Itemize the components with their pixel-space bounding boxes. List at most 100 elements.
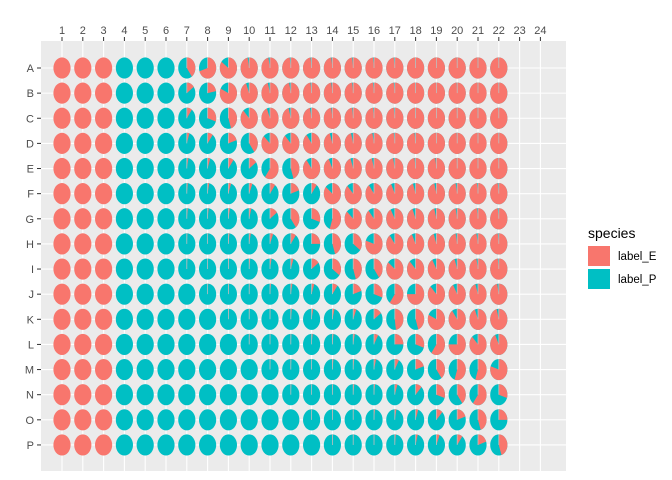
well-J12 <box>282 283 300 305</box>
slice-label-p <box>240 434 258 456</box>
slice-label-e <box>53 157 71 180</box>
well-F3 <box>95 183 113 205</box>
well-B9 <box>219 82 237 104</box>
slice-label-e <box>353 308 357 320</box>
well-F16 <box>365 183 383 205</box>
y-tick-label: L <box>28 339 34 351</box>
well-K2 <box>74 308 92 330</box>
well-I20 <box>448 258 466 280</box>
y-tick-label: N <box>26 390 34 402</box>
well-F18 <box>407 183 425 205</box>
slice-label-e <box>53 283 71 305</box>
slice-label-e <box>490 107 508 129</box>
well-D2 <box>74 132 92 154</box>
well-D20 <box>448 132 466 154</box>
well-F2 <box>74 183 92 205</box>
well-I15 <box>344 258 362 280</box>
slice-label-e <box>207 107 217 122</box>
x-tick-label: 3 <box>101 25 107 37</box>
well-B2 <box>74 82 92 104</box>
slice-label-e <box>457 434 463 445</box>
x-tick-label: 7 <box>184 25 190 37</box>
well-O12 <box>282 409 300 431</box>
well-F22 <box>490 183 508 205</box>
well-O20 <box>448 409 466 431</box>
well-E20 <box>448 157 466 180</box>
well-I2 <box>74 258 92 280</box>
slice-label-e <box>415 384 422 395</box>
slice-label-e <box>95 233 113 255</box>
well-D3 <box>95 132 113 154</box>
well-K11 <box>261 308 279 330</box>
well-B8 <box>199 82 217 104</box>
slice-label-e <box>374 358 377 370</box>
slice-label-e <box>374 333 379 345</box>
slice-label-e <box>74 434 92 456</box>
slice-label-p <box>136 208 154 230</box>
well-O4 <box>115 409 133 431</box>
slice-label-e <box>53 434 71 456</box>
slice-label-e <box>95 82 113 104</box>
slice-label-e <box>323 107 341 129</box>
slice-label-e <box>311 183 317 194</box>
well-C6 <box>157 107 175 129</box>
slice-label-e <box>95 384 113 406</box>
slice-label-p <box>261 434 279 456</box>
well-C12 <box>282 107 300 129</box>
well-I6 <box>157 258 175 280</box>
well-K20 <box>448 308 466 330</box>
slice-label-e <box>53 409 71 431</box>
well-P17 <box>386 434 404 456</box>
well-K7 <box>178 308 196 330</box>
well-G17 <box>386 208 404 230</box>
y-axis: A B C D E F G H I J K L M N O P <box>25 63 41 452</box>
well-N5 <box>136 384 154 406</box>
well-L10 <box>240 333 258 356</box>
well-H2 <box>74 233 92 255</box>
well-O7 <box>178 409 196 431</box>
slice-label-e <box>386 183 404 205</box>
well-M3 <box>95 358 113 381</box>
slice-label-e <box>498 434 508 456</box>
well-O19 <box>427 409 445 431</box>
slice-label-e <box>270 258 272 270</box>
slice-label-e <box>436 358 446 379</box>
well-E8 <box>199 157 217 180</box>
slice-label-e <box>457 409 466 420</box>
well-I10 <box>240 258 258 280</box>
well-J9 <box>219 283 237 305</box>
slice-label-p <box>157 57 175 79</box>
slice-label-p <box>115 57 133 79</box>
slice-label-e <box>95 57 113 79</box>
y-tick-label: K <box>27 314 35 326</box>
slice-label-e <box>249 132 258 152</box>
y-tick-label: A <box>27 63 35 75</box>
slice-label-p <box>199 358 217 381</box>
well-O8 <box>199 409 217 431</box>
well-F21 <box>469 183 487 205</box>
well-G5 <box>136 208 154 230</box>
well-H11 <box>261 233 279 255</box>
slice-label-e <box>353 233 362 251</box>
well-P2 <box>74 434 92 456</box>
well-J4 <box>115 283 133 305</box>
well-I8 <box>199 258 217 280</box>
well-K17 <box>386 308 404 330</box>
well-N22 <box>490 384 508 406</box>
slice-label-p <box>157 233 175 255</box>
well-G10 <box>240 208 258 230</box>
well-A8 <box>199 57 217 79</box>
well-G11 <box>261 208 279 230</box>
well-M2 <box>74 358 92 381</box>
slice-label-e <box>186 57 196 77</box>
well-K22 <box>490 308 508 330</box>
well-L2 <box>74 333 92 356</box>
well-O22 <box>490 409 508 431</box>
well-M8 <box>199 358 217 381</box>
slice-label-e <box>436 409 443 420</box>
slice-label-e <box>270 183 276 194</box>
well-C11 <box>261 107 279 129</box>
well-M10 <box>240 358 258 381</box>
well-D9 <box>219 132 237 154</box>
well-D13 <box>303 132 321 154</box>
